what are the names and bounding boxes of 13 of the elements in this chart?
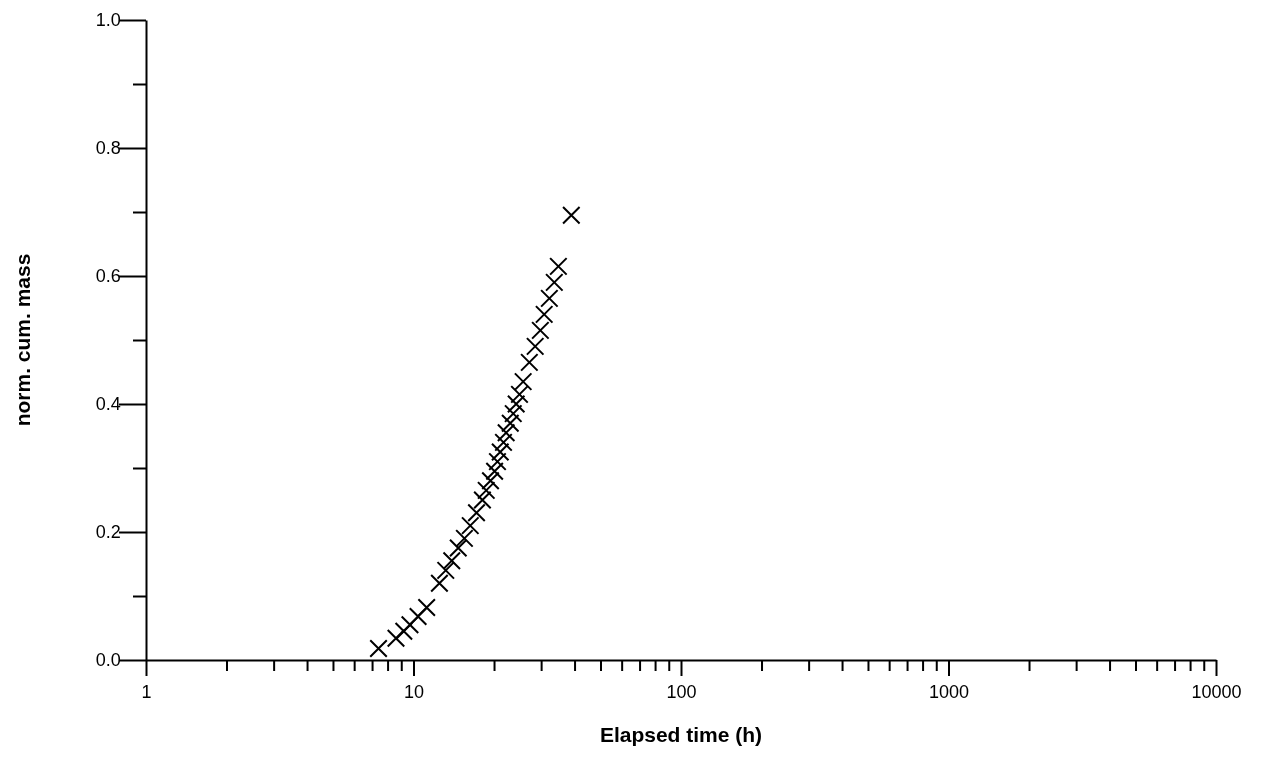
x-tick-label: 10000 <box>1191 681 1242 702</box>
x-tick-label: 1000 <box>928 681 970 702</box>
y-tick-label: 0.8 <box>95 138 121 159</box>
x-axis-title: Elapsed time (h) <box>599 723 763 746</box>
x-tick-label: 10 <box>403 681 425 702</box>
x-tick-label: 1 <box>141 681 152 702</box>
x-tick-label: 100 <box>666 681 697 702</box>
y-tick-label: 1.0 <box>95 10 121 31</box>
y-tick-label: 0.6 <box>95 266 121 287</box>
y-tick-label: 0.2 <box>95 522 121 543</box>
y-axis-title: norm. cum. mass <box>11 253 34 427</box>
y-tick-label: 0.4 <box>95 394 121 415</box>
y-tick-label: 0.0 <box>95 650 121 671</box>
